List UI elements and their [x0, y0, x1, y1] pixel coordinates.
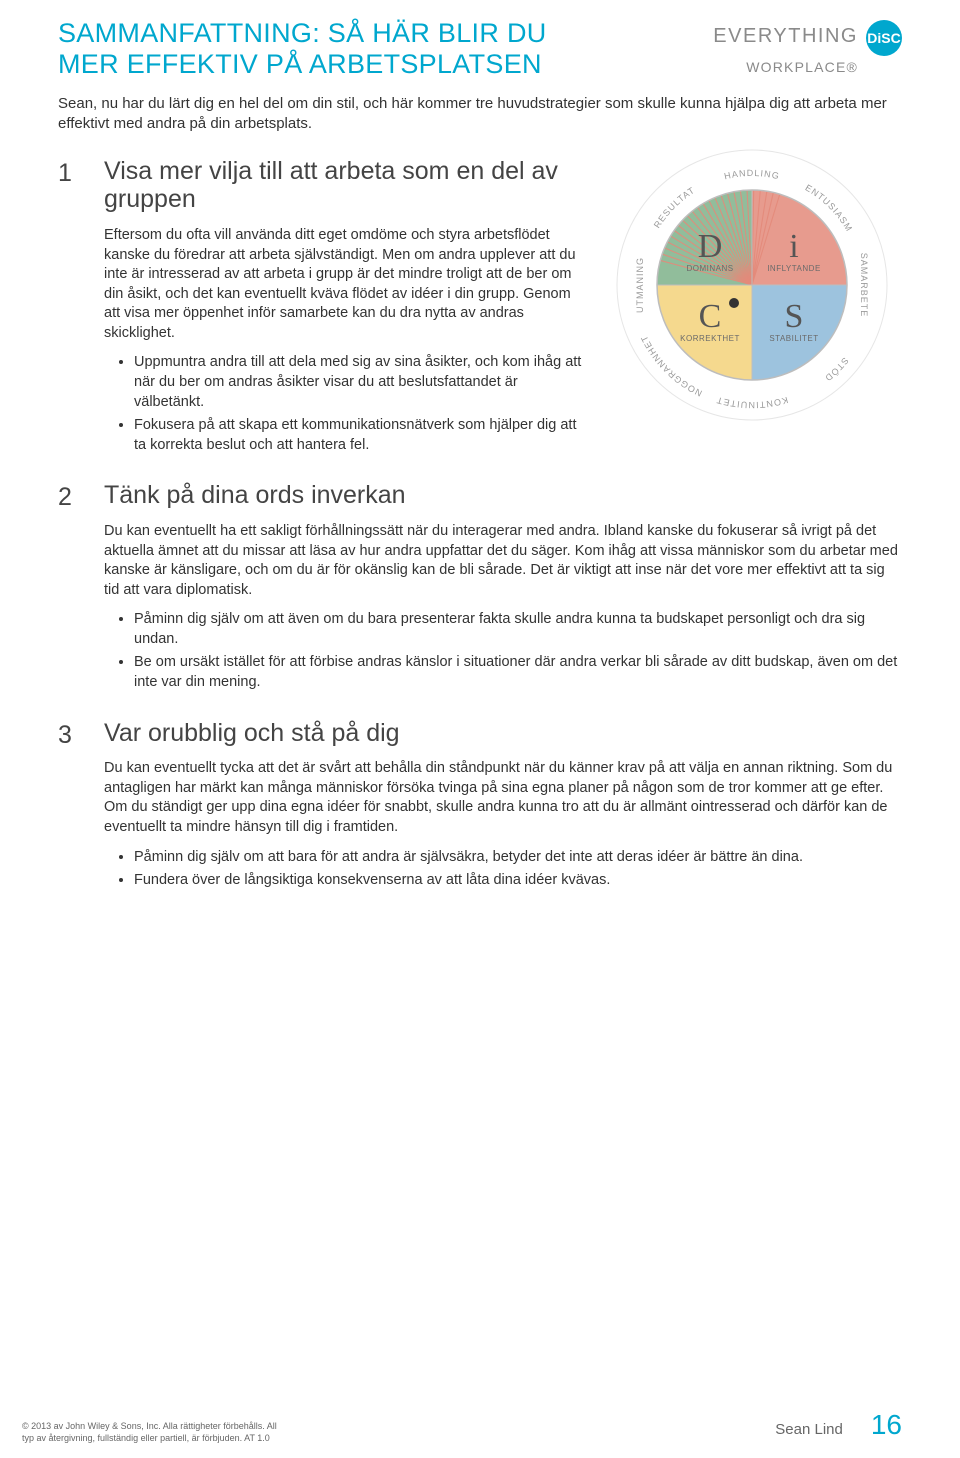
svg-text:S: S: [785, 298, 804, 335]
logo-disc-icon: DiSC: [866, 20, 902, 56]
strategy-number: 3: [58, 719, 80, 895]
svg-text:KORREKTHET: KORREKTHET: [680, 334, 740, 343]
copyright-line: © 2013 av John Wiley & Sons, Inc. Alla r…: [22, 1420, 277, 1432]
copyright-line: typ av återgivning, fullständig eller pa…: [22, 1432, 277, 1444]
list-item: Fokusera på att skapa ett kommunikations…: [134, 416, 582, 455]
page-number: 16: [871, 1406, 902, 1444]
svg-text:HANDLING: HANDLING: [723, 168, 781, 181]
svg-text:D: D: [698, 228, 723, 265]
footer-name: Sean Lind: [775, 1420, 843, 1440]
svg-text:SAMARBETE: SAMARBETE: [859, 252, 869, 317]
list-item: Uppmuntra andra till att dela med sig av…: [134, 353, 582, 412]
strategy-title: Tänk på dina ords inverkan: [104, 481, 902, 510]
svg-text:UTMANING: UTMANING: [635, 257, 645, 313]
strategy-number: 2: [58, 481, 80, 696]
list-item: Fundera över de långsiktiga konsekvenser…: [134, 871, 902, 891]
svg-text:C: C: [699, 298, 722, 335]
svg-text:STABILITET: STABILITET: [769, 334, 818, 343]
strategy-paragraph: Du kan eventuellt tycka att det är svårt…: [104, 759, 902, 837]
page-title-line2: MER EFFEKTIV PÅ ARBETSPLATSEN: [58, 49, 547, 80]
strategy-paragraph: Du kan eventuellt ha ett sakligt förhåll…: [104, 522, 902, 600]
logo-everything: EVERYTHING: [713, 25, 858, 47]
svg-text:i: i: [789, 228, 798, 265]
svg-text:KONTINUITET: KONTINUITET: [715, 394, 789, 409]
page-title-line1: SAMMANFATTNING: SÅ HÄR BLIR DU: [58, 18, 547, 49]
copyright: © 2013 av John Wiley & Sons, Inc. Alla r…: [22, 1420, 277, 1444]
disc-circle-diagram: DDOMINANS iINFLYTANDE CKORREKTHET SSTABILIT…: [602, 135, 902, 442]
intro-paragraph: Sean, nu har du lärt dig en hel del om d…: [58, 94, 902, 135]
strategy-number: 1: [58, 157, 80, 460]
svg-text:STÖD: STÖD: [823, 355, 851, 383]
list-item: Be om ursäkt istället för att förbise an…: [134, 653, 902, 692]
strategy-title: Var orubblig och stå på dig: [104, 719, 902, 748]
svg-text:INFLYTANDE: INFLYTANDE: [767, 264, 821, 273]
strategy-paragraph: Eftersom du ofta vill använda ditt eget …: [104, 226, 582, 343]
strategy-title: Visa mer vilja till att arbeta som en de…: [104, 157, 582, 215]
list-item: Påminn dig själv om att bara för att and…: [134, 848, 902, 868]
brand-logo: EVERYTHING DiSC WORKPLACE®: [713, 18, 902, 77]
logo-workplace: WORKPLACE®: [713, 58, 858, 77]
svg-text:DOMINANS: DOMINANS: [686, 264, 733, 273]
list-item: Påminn dig själv om att även om du bara …: [134, 610, 902, 649]
